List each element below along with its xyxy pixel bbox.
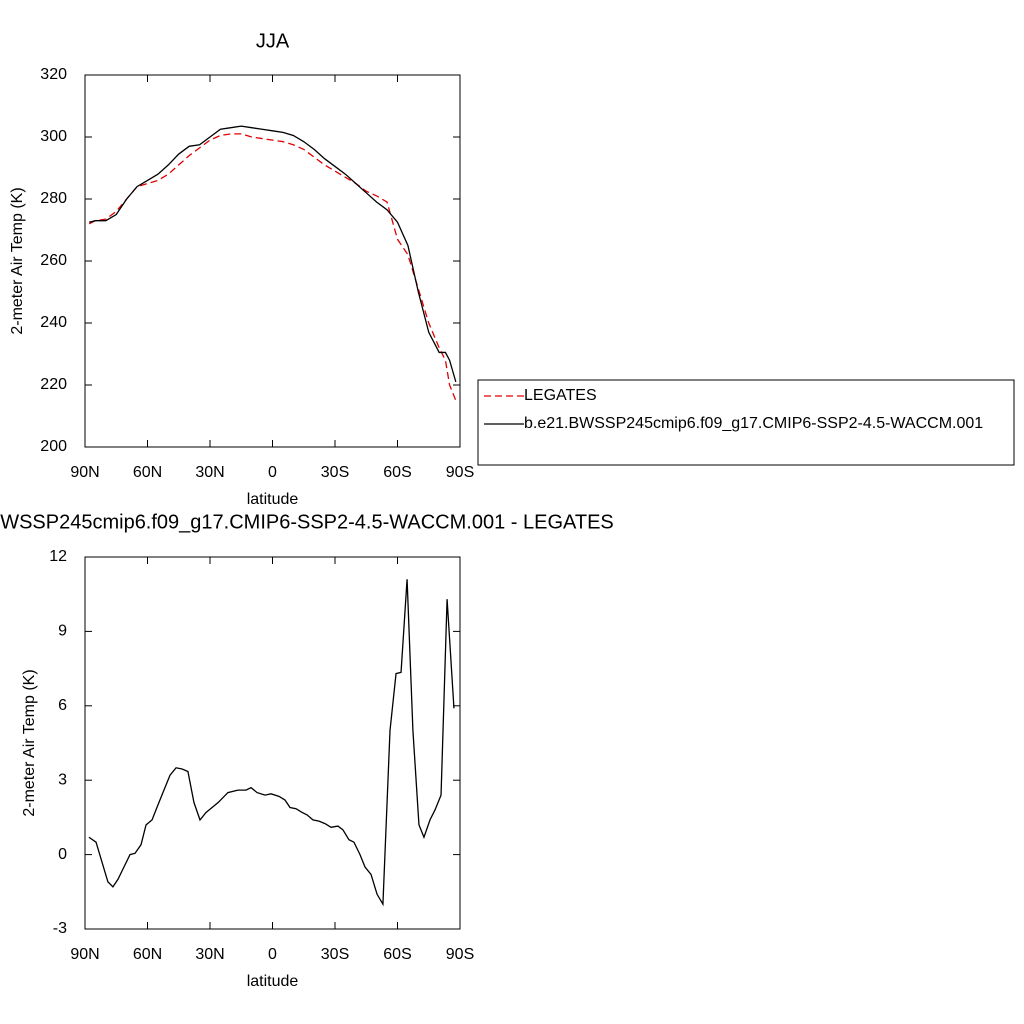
- x-tick-label: 60N: [133, 946, 162, 963]
- x-tick-label: 60N: [133, 464, 162, 481]
- x-tick-label: 60S: [383, 946, 411, 963]
- chart-title: JJA: [256, 30, 290, 52]
- x-axis-label: latitude: [247, 973, 299, 990]
- data-line: [88, 579, 455, 907]
- y-tick-label: 220: [40, 376, 67, 393]
- y-tick-label: 12: [49, 548, 67, 565]
- y-tick-label: 200: [40, 438, 67, 455]
- y-axis-label: 2-meter Air Temp (K): [21, 669, 38, 816]
- y-tick-label: 240: [40, 314, 67, 331]
- x-tick-label: 60S: [383, 464, 411, 481]
- y-tick-label: -3: [53, 920, 67, 937]
- x-tick-label: 0: [268, 464, 277, 481]
- x-tick-label: 30S: [321, 464, 349, 481]
- legend-label: b.e21.BWSSP245cmip6.f09_g17.CMIP6-SSP2-4…: [524, 415, 983, 432]
- x-tick-label: 30N: [195, 946, 224, 963]
- chart-title: b.e21.BWSSP245cmip6.f09_g17.CMIP6-SSP2-4…: [0, 511, 614, 533]
- x-tick-label: 90S: [446, 464, 474, 481]
- x-tick-label: 90N: [70, 946, 99, 963]
- y-tick-label: 3: [58, 771, 67, 788]
- legend-label: LEGATES: [524, 387, 597, 404]
- y-tick-label: 9: [58, 623, 67, 640]
- x-tick-label: 30S: [321, 946, 349, 963]
- plot-frame: [84, 556, 461, 930]
- y-tick-label: 280: [40, 190, 67, 207]
- data-line: [89, 125, 457, 383]
- y-tick-label: 0: [58, 846, 67, 863]
- y-axis-label: 2-meter Air Temp (K): [9, 187, 26, 334]
- x-tick-label: 0: [268, 946, 277, 963]
- legend-box: [477, 379, 1015, 466]
- x-tick-label: 90N: [70, 464, 99, 481]
- x-tick-label: 90S: [446, 946, 474, 963]
- y-tick-label: 6: [58, 697, 67, 714]
- y-tick-label: 260: [40, 252, 67, 269]
- y-tick-label: 320: [40, 66, 67, 83]
- plot-frame: [84, 74, 461, 448]
- y-tick-label: 300: [40, 128, 67, 145]
- x-axis-label: latitude: [247, 491, 299, 508]
- data-line: [88, 133, 457, 401]
- x-tick-label: 30N: [195, 464, 224, 481]
